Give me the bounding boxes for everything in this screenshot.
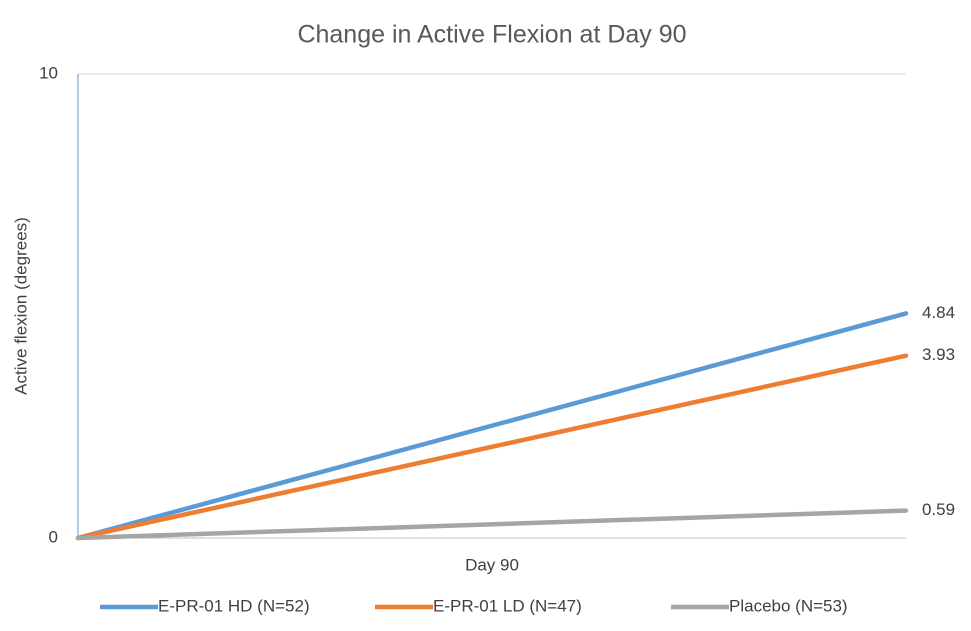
legend-label: E-PR-01 LD (N=47): [433, 596, 582, 615]
legend-label: E-PR-01 HD (N=52): [158, 596, 310, 615]
series-line: [75, 353, 909, 541]
data-label: 3.93: [922, 345, 955, 364]
series-line: [75, 508, 909, 541]
legend-label: Placebo (N=53): [729, 596, 848, 615]
data-label: 4.84: [922, 303, 955, 322]
series-line: [75, 311, 909, 541]
y-axis-label: Active flexion (degrees): [11, 217, 30, 395]
x-axis-label: Day 90: [465, 555, 519, 574]
y-tick-label: 10: [39, 63, 58, 82]
y-tick-label: 0: [49, 527, 58, 546]
data-label: 0.59: [922, 500, 955, 519]
chart-title: Change in Active Flexion at Day 90: [297, 21, 686, 49]
